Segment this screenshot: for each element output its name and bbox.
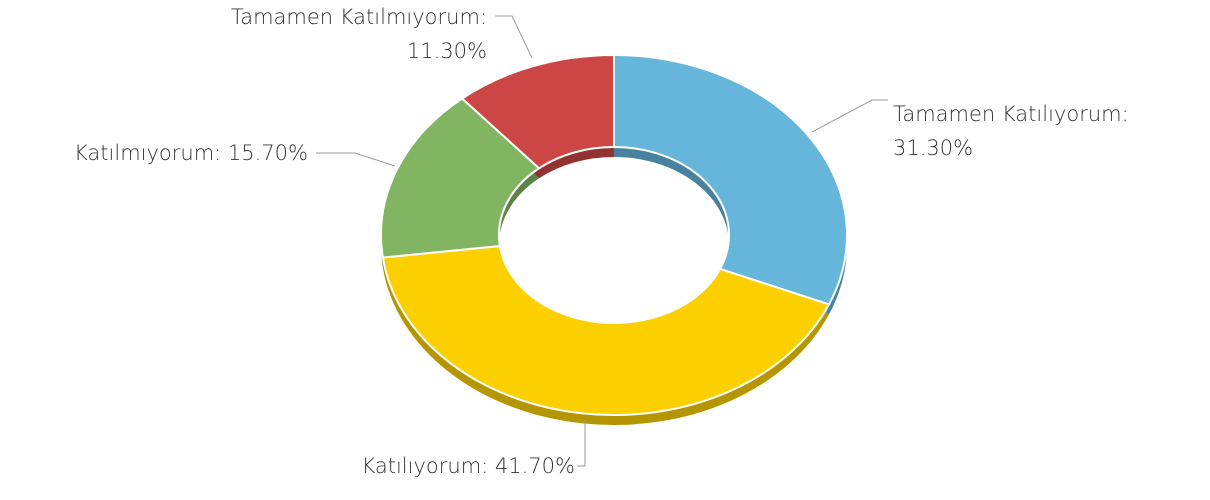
category-label: Katılmıyorum: xyxy=(74,141,221,165)
category-label: Tamamen Katılıyorum: xyxy=(893,102,1129,126)
data-label: 11.30% xyxy=(407,39,487,63)
slice xyxy=(460,53,615,170)
value-label: 31.30% xyxy=(893,136,973,160)
value-label: 41.70% xyxy=(495,454,575,478)
leader-line xyxy=(577,420,586,467)
data-label: Katılıyorum: 41.70% xyxy=(361,454,575,478)
category-label: Tamamen Katılmıyorum: xyxy=(231,5,487,29)
slice xyxy=(613,53,848,306)
leader-line xyxy=(811,99,888,133)
data-label: Tamamen Katılmıyorum: xyxy=(231,5,487,29)
data-label: 31.30% xyxy=(893,136,973,160)
value-label: 11.30% xyxy=(407,39,487,63)
slice xyxy=(381,244,831,416)
data-label: Katılmıyorum: 15.70% xyxy=(74,141,308,165)
leader-line xyxy=(316,152,396,167)
value-label: 15.70% xyxy=(228,141,308,165)
data-label: Tamamen Katılıyorum: xyxy=(893,102,1129,126)
slice xyxy=(380,97,541,259)
category-label: Katılıyorum: xyxy=(361,454,488,478)
leader-line xyxy=(495,15,533,59)
